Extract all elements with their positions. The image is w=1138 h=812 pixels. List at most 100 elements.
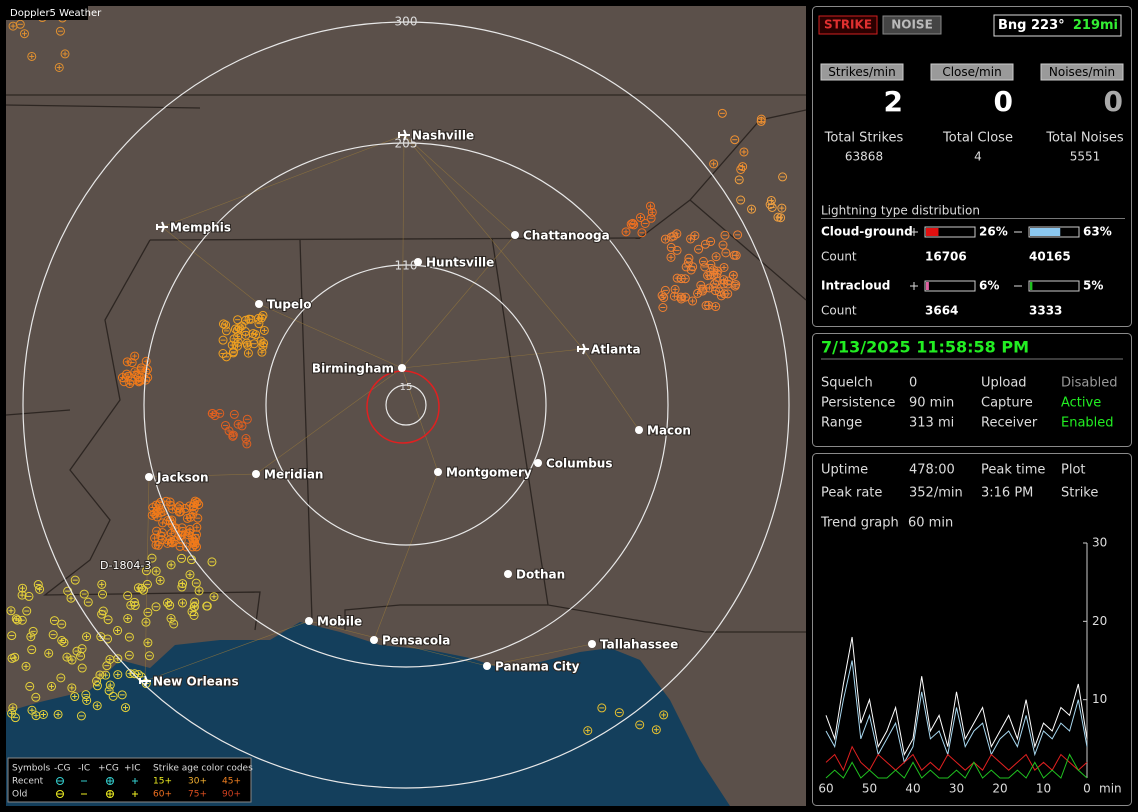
- stat-text: 3:16 PM: [981, 486, 1033, 501]
- tab-label[interactable]: NOISE: [891, 18, 933, 32]
- strike: [108, 691, 118, 701]
- strike: [123, 591, 133, 601]
- strike: [700, 262, 710, 272]
- legend-age: 45+: [222, 777, 241, 787]
- status-text: 90 min: [909, 396, 954, 411]
- strike: [188, 542, 198, 552]
- strike: [241, 330, 251, 340]
- bar-frame: [924, 226, 976, 238]
- strike: [25, 681, 35, 691]
- ring-label: 300: [395, 15, 418, 29]
- strike: [188, 509, 198, 519]
- status: Squelch 0 Upload Disabled Persistence 90 min C…: [821, 376, 1117, 431]
- city-dot: [252, 470, 260, 478]
- sign-icon: [910, 228, 918, 236]
- strike: [70, 575, 80, 585]
- status-text: Upload: [981, 376, 1027, 391]
- x-tick-label: 10: [1036, 782, 1051, 796]
- strike: [47, 681, 57, 691]
- city-dot: [434, 468, 442, 476]
- strike: [733, 230, 743, 240]
- strike: [218, 349, 228, 359]
- airport-icon: [398, 129, 410, 141]
- strike: [756, 114, 766, 124]
- strike: [117, 690, 127, 700]
- strike-tab[interactable]: [818, 15, 878, 35]
- strike: [258, 341, 268, 351]
- airport-icon: [139, 675, 151, 687]
- strike: [734, 175, 744, 185]
- strike: [28, 626, 38, 636]
- strike: [151, 540, 161, 550]
- strike: [233, 419, 243, 429]
- strike: [765, 200, 775, 210]
- legend-age: 75+: [188, 790, 207, 800]
- legend-symbols: [56, 777, 138, 798]
- marker-label: D-1804-3: [100, 559, 151, 572]
- strike: [124, 632, 134, 642]
- strike: [98, 589, 108, 599]
- tab-label[interactable]: STRIKE: [824, 18, 872, 32]
- city-dot: [483, 662, 491, 670]
- strike: [688, 296, 698, 306]
- strike: [739, 147, 749, 157]
- strike: [11, 614, 21, 624]
- strike: [660, 234, 670, 244]
- city-label: Panama City: [495, 660, 580, 674]
- city-dot: [305, 617, 313, 625]
- strike: [660, 285, 670, 295]
- strike: [717, 108, 727, 118]
- ring: [385, 384, 427, 426]
- strike: [208, 408, 218, 418]
- strike: [54, 62, 64, 72]
- strike: [244, 314, 254, 324]
- x-tick-label: 60: [818, 782, 833, 796]
- pct-label: 26%: [979, 225, 1008, 239]
- strike: [185, 524, 195, 534]
- strike: [629, 220, 639, 230]
- strike: [192, 522, 202, 532]
- strike: [169, 619, 179, 629]
- strike: [122, 369, 132, 379]
- cities: Nashville Memphis Chattanooga Huntsville Tup…: [139, 128, 692, 690]
- status-text: Range: [821, 416, 862, 431]
- strike: [7, 653, 17, 663]
- strike: [141, 566, 151, 576]
- panel-box: [812, 333, 1132, 447]
- strike: [647, 207, 657, 217]
- x-axis-label: min: [1099, 782, 1122, 796]
- legend-text: Recent: [12, 777, 44, 787]
- strike: [720, 230, 730, 240]
- panel-box: [812, 453, 1132, 806]
- city-label: Montgomery: [446, 466, 532, 480]
- y-tick-label: 20: [1092, 614, 1107, 628]
- count-label: Count: [821, 250, 857, 264]
- legend-age: 30+: [188, 777, 207, 787]
- strike: [672, 229, 682, 239]
- rate-label-box: [930, 63, 1014, 81]
- strike: [155, 575, 165, 585]
- strike: [680, 274, 690, 284]
- city-label: Tallahassee: [600, 638, 678, 652]
- stat-text: 478:00: [909, 463, 955, 478]
- strike: [731, 250, 741, 260]
- strike: [259, 325, 269, 335]
- noise-tab[interactable]: [882, 15, 942, 35]
- city-label: Pensacola: [382, 634, 450, 648]
- strike: [233, 325, 243, 335]
- rate-value: 0: [1104, 85, 1123, 118]
- strike: [72, 646, 82, 656]
- strike: [27, 645, 37, 655]
- strike: [103, 615, 113, 625]
- airport-icon: [577, 343, 589, 355]
- strike: [177, 598, 187, 608]
- type-name: Cloud-ground: [821, 225, 913, 239]
- pct-label: 63%: [1083, 225, 1112, 239]
- ring: [265, 264, 547, 546]
- strike: [124, 650, 134, 660]
- strike: [121, 703, 131, 713]
- strike: [256, 336, 266, 346]
- strike: [97, 609, 107, 619]
- strike: [122, 357, 132, 367]
- strike: [719, 279, 729, 289]
